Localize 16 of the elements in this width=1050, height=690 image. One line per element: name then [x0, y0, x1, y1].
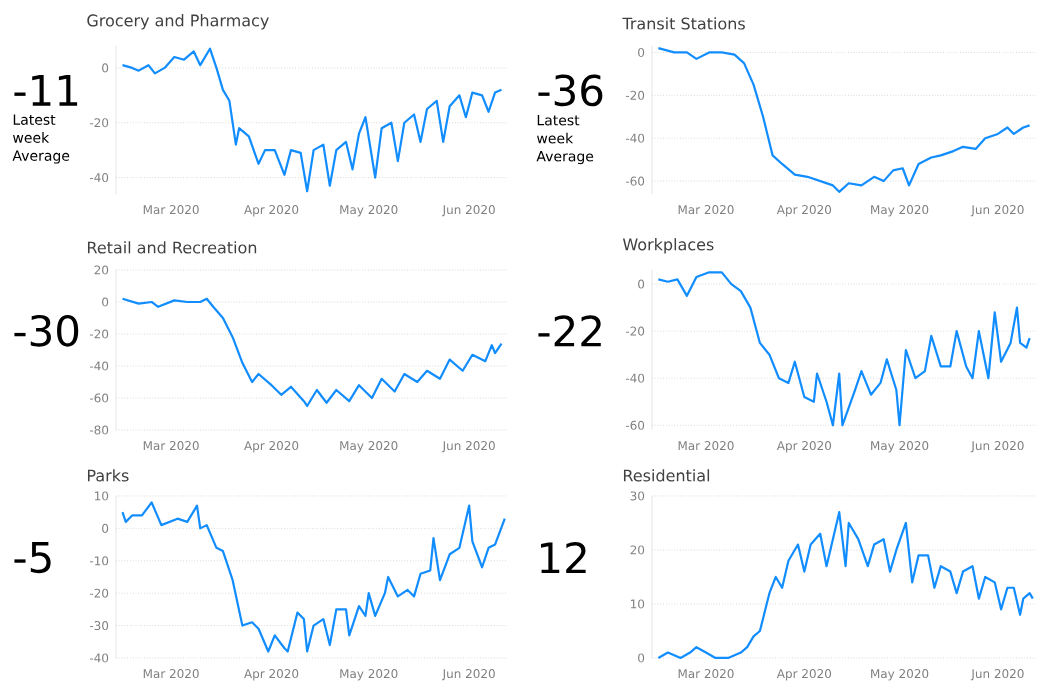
chart-title: Transit Stations — [622, 17, 745, 30]
line-series — [121, 501, 506, 653]
line-series — [121, 297, 503, 408]
chart-title: Grocery and Pharmacy — [87, 14, 269, 30]
text: 12 — [541, 541, 586, 574]
chart-title: Workplaces — [622, 238, 714, 254]
chart-title: Residential — [623, 469, 710, 482]
text: -5 — [14, 541, 51, 574]
chart-title: Retail and Recreation — [87, 241, 257, 254]
line-series — [121, 47, 503, 193]
text: -22 — [538, 315, 601, 347]
text: -30 — [14, 314, 79, 347]
text: -36 — [538, 74, 603, 107]
chart-title: Parks — [87, 469, 129, 482]
text: -11 — [14, 75, 78, 106]
line-series — [657, 271, 1031, 427]
